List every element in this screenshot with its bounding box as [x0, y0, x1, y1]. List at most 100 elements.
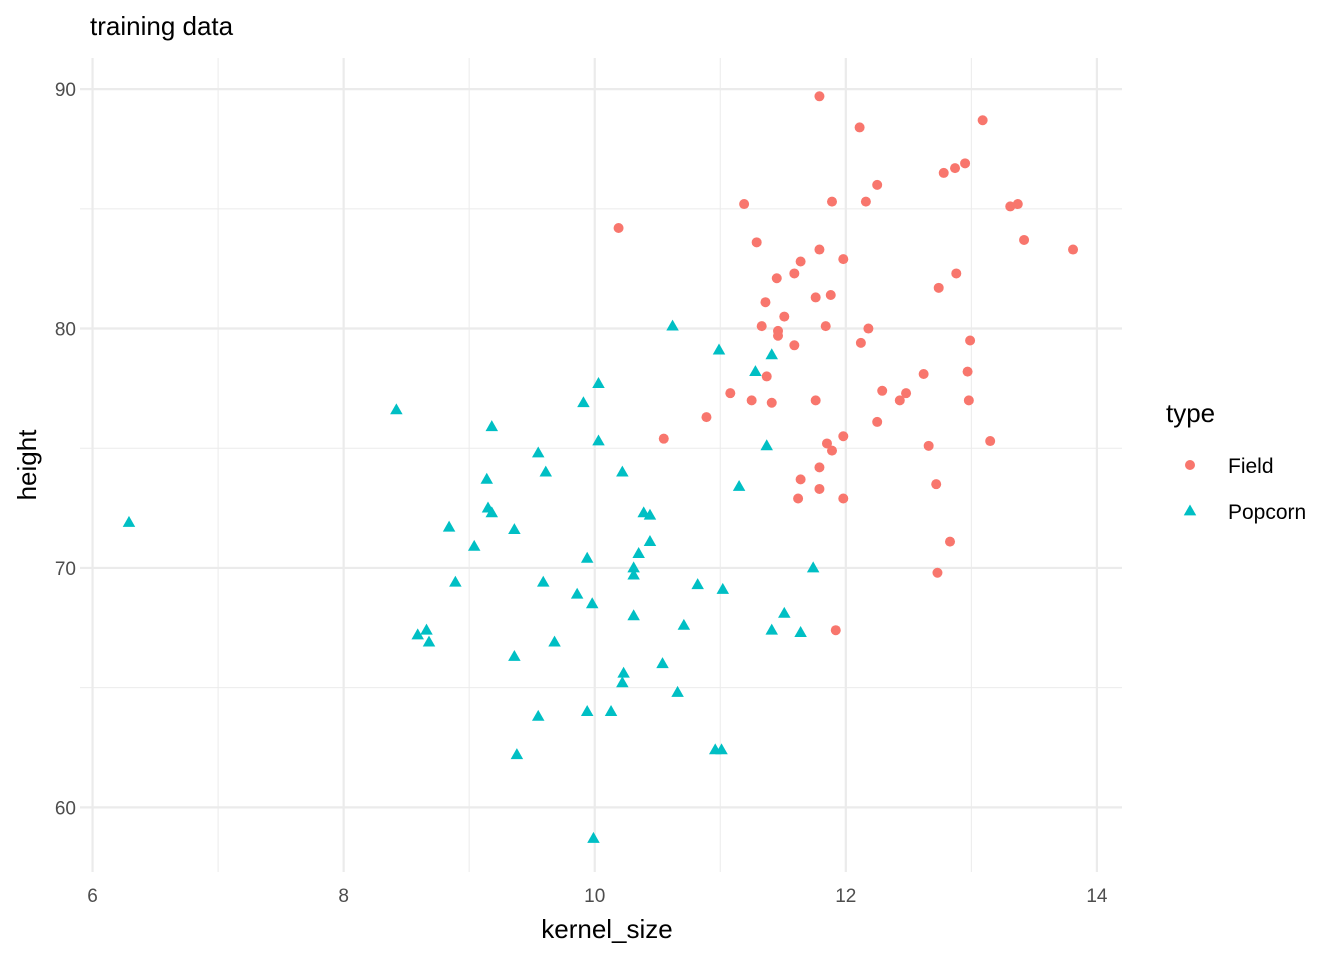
popcorn-point: [467, 539, 481, 551]
field-point: [814, 462, 825, 473]
field-point: [739, 199, 750, 210]
field-point: [613, 222, 624, 233]
legend-label-field: Field: [1228, 455, 1274, 478]
popcorn-point: [580, 705, 594, 716]
legend-items: Field Popcorn: [1183, 455, 1306, 524]
popcorn-point: [592, 434, 605, 446]
field-point: [963, 395, 974, 406]
field-point: [820, 321, 831, 332]
field-point: [756, 321, 767, 332]
field-point: [931, 479, 942, 490]
field-point: [789, 340, 800, 351]
plot-panel: [80, 58, 1122, 872]
field-point: [826, 196, 837, 207]
legend-key-field: [1185, 460, 1195, 470]
field-point: [814, 483, 825, 494]
popcorn-point: [806, 561, 820, 573]
popcorn-point: [485, 420, 499, 432]
popcorn-point: [411, 628, 424, 640]
field-point: [795, 474, 806, 485]
popcorn-point: [570, 587, 584, 599]
y-tick-label: 80: [55, 320, 76, 341]
popcorn-point: [656, 657, 669, 669]
field-point: [766, 397, 777, 408]
field-point: [658, 433, 669, 444]
popcorn-point: [643, 508, 657, 520]
popcorn-point: [732, 479, 746, 491]
legend: type Field Popcorn: [1166, 398, 1306, 524]
field-point: [950, 163, 961, 174]
popcorn-point: [643, 535, 657, 546]
field-point: [746, 395, 757, 406]
field-point: [773, 330, 784, 341]
popcorn-point: [604, 705, 618, 716]
popcorn-point: [592, 377, 605, 388]
field-point: [933, 282, 944, 293]
popcorn-point: [548, 635, 561, 647]
field-point: [855, 337, 866, 348]
popcorn-point: [531, 709, 545, 721]
popcorn-point: [449, 575, 462, 587]
field-point: [789, 268, 800, 279]
field-point: [725, 388, 736, 399]
popcorn-point: [765, 623, 778, 635]
popcorn-point: [616, 676, 629, 688]
chart-title: training data: [90, 11, 234, 41]
series-popcorn-points: [122, 319, 820, 843]
field-point: [814, 244, 825, 255]
field-point: [860, 196, 871, 207]
popcorn-point: [580, 551, 594, 563]
popcorn-point: [778, 606, 791, 618]
popcorn-point: [627, 561, 640, 573]
field-point: [810, 395, 821, 406]
field-point: [877, 385, 888, 396]
field-point: [771, 273, 782, 284]
popcorn-point: [485, 506, 499, 518]
popcorn-point: [671, 685, 684, 697]
popcorn-point: [422, 635, 436, 647]
popcorn-point: [760, 439, 773, 451]
popcorn-point: [587, 831, 600, 843]
field-point: [814, 91, 825, 102]
field-point: [872, 179, 883, 190]
field-point: [985, 436, 996, 447]
field-point: [830, 625, 841, 636]
popcorn-point: [716, 582, 730, 594]
field-point: [825, 290, 836, 301]
popcorn-point: [480, 472, 494, 484]
field-point: [810, 292, 821, 303]
popcorn-point: [531, 446, 545, 458]
popcorn-point: [420, 623, 433, 635]
popcorn-point: [617, 666, 630, 678]
legend-label-popcorn: Popcorn: [1228, 501, 1306, 524]
field-point: [1005, 201, 1016, 212]
popcorn-point: [794, 626, 807, 637]
field-point: [923, 440, 934, 451]
field-point: [1019, 234, 1030, 245]
x-tick-label: 6: [87, 886, 98, 907]
x-tick-label: 8: [338, 886, 349, 907]
minor-gridlines: [80, 58, 1122, 872]
popcorn-point: [508, 523, 521, 535]
field-point: [894, 395, 905, 406]
field-point: [1012, 199, 1023, 210]
field-point: [938, 167, 949, 178]
popcorn-point: [712, 343, 726, 355]
field-point: [795, 256, 806, 267]
legend-title: type: [1166, 398, 1215, 428]
y-tick-label: 60: [55, 798, 76, 819]
field-point: [793, 493, 804, 504]
field-point: [826, 445, 837, 456]
field-point: [962, 366, 973, 377]
y-axis-tick-labels: 60 70 80 90: [55, 80, 76, 819]
field-point: [760, 297, 771, 308]
popcorn-point: [632, 547, 645, 558]
popcorn-point: [715, 743, 728, 755]
popcorn-point: [508, 649, 521, 661]
popcorn-point: [616, 465, 629, 477]
popcorn-point: [627, 568, 640, 580]
field-point: [918, 369, 929, 380]
field-point: [951, 268, 962, 279]
field-point: [779, 311, 790, 322]
